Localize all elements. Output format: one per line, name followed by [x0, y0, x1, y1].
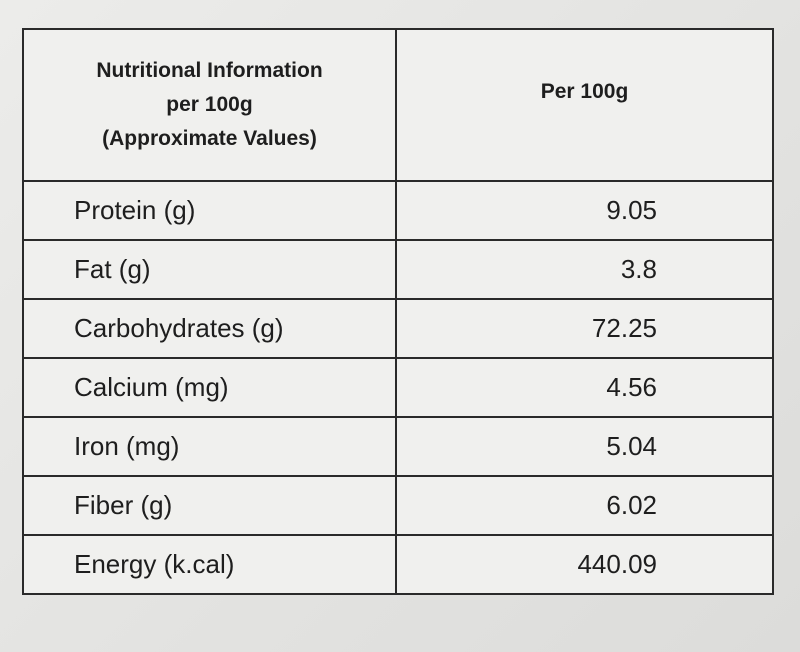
- table-row: Calcium (mg) 4.56: [22, 357, 774, 418]
- table-row: Carbohydrates (g) 72.25: [22, 298, 774, 359]
- nutrient-value: 3.8: [395, 239, 774, 300]
- table-row: Iron (mg) 5.04: [22, 416, 774, 477]
- nutrient-name: Fat (g): [22, 239, 397, 300]
- nutrient-name: Carbohydrates (g): [22, 298, 397, 359]
- nutrient-value: 6.02: [395, 475, 774, 536]
- nutrition-table: Nutritional Information per 100g (Approx…: [22, 28, 774, 595]
- nutrient-value: 9.05: [395, 180, 774, 241]
- table-row: Fiber (g) 6.02: [22, 475, 774, 536]
- table-row: Fat (g) 3.8: [22, 239, 774, 300]
- header-row: Nutritional Information per 100g (Approx…: [22, 28, 774, 182]
- header-cell: Nutritional Information per 100g (Approx…: [22, 28, 397, 182]
- table-row: Energy (k.cal) 440.09: [22, 534, 774, 595]
- nutrient-value: 72.25: [395, 298, 774, 359]
- nutrient-value: 5.04: [395, 416, 774, 477]
- nutrient-name: Fiber (g): [22, 475, 397, 536]
- header-cell: Per 100g: [395, 28, 774, 182]
- nutrient-value: 440.09: [395, 534, 774, 595]
- header-line: per 100g: [166, 93, 253, 116]
- table-row: Protein (g) 9.05: [22, 180, 774, 241]
- nutrient-name: Protein (g): [22, 180, 397, 241]
- table-body: Nutritional Information per 100g (Approx…: [22, 28, 774, 595]
- header-line: Nutritional Information: [96, 59, 323, 82]
- nutrient-name: Energy (k.cal): [22, 534, 397, 595]
- header-line: (Approximate Values): [102, 127, 317, 150]
- nutrient-value: 4.56: [395, 357, 774, 418]
- nutrient-name: Calcium (mg): [22, 357, 397, 418]
- nutrient-name: Iron (mg): [22, 416, 397, 477]
